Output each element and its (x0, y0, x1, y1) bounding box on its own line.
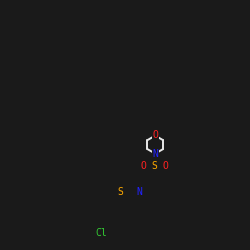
Text: S: S (118, 188, 124, 198)
Text: O: O (152, 130, 158, 140)
Text: O: O (162, 161, 168, 171)
Text: Cl: Cl (95, 228, 107, 238)
Text: O: O (140, 161, 146, 171)
Text: N: N (152, 150, 158, 160)
Text: S: S (152, 161, 157, 171)
Text: N: N (136, 188, 142, 198)
